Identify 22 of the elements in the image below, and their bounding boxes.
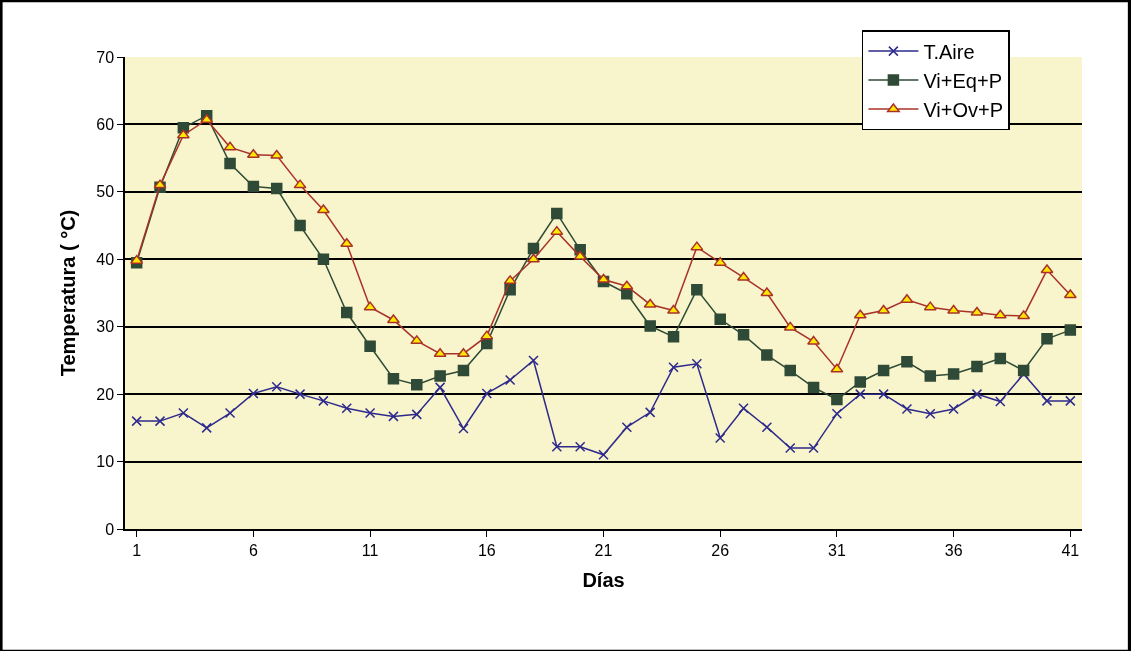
legend-label: Vi+Eq+P xyxy=(923,69,1002,92)
x-tick-label: 36 xyxy=(944,541,963,559)
y-tick-label: 60 xyxy=(96,116,115,134)
legend-label: Vi+Ov+P xyxy=(923,98,1004,121)
x-tick-label: 26 xyxy=(711,541,730,559)
x-tick-label: 21 xyxy=(594,541,613,559)
y-axis-title: Temperatura ( °C) xyxy=(57,209,80,377)
y-tick-label: 40 xyxy=(96,250,115,268)
x-tick-label: 6 xyxy=(248,541,258,559)
x-tick-label: 41 xyxy=(1061,541,1080,559)
y-tick-label: 70 xyxy=(96,48,115,66)
legend-label: T.Aire xyxy=(923,40,975,63)
x-tick-label: 31 xyxy=(828,541,846,559)
y-tick-label: 0 xyxy=(105,520,115,538)
x-tick-label: 11 xyxy=(361,541,379,559)
y-tick-label: 20 xyxy=(96,385,115,403)
y-tick-label: 10 xyxy=(96,453,115,471)
x-axis-title: Días xyxy=(582,568,625,591)
y-tick-label: 30 xyxy=(96,318,115,336)
y-tick-label: 50 xyxy=(96,183,115,201)
x-tick-label: 16 xyxy=(477,541,496,559)
x-tick-label: 1 xyxy=(132,541,142,559)
